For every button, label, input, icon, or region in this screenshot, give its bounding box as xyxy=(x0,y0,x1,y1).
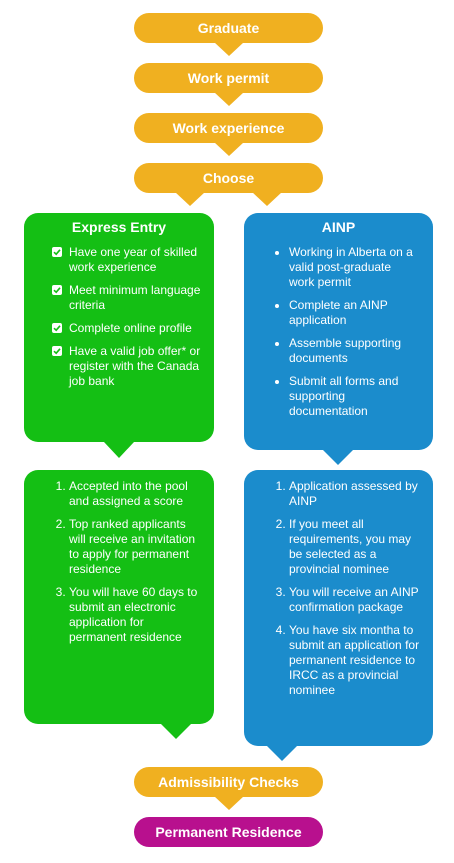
checkbox-icon xyxy=(52,346,62,356)
step-label: Work permit xyxy=(187,70,270,86)
list-item: Meet minimum language criteria xyxy=(52,283,204,313)
ainp-process-arrow xyxy=(267,746,297,761)
list-item: Working in Alberta on a valid post-gradu… xyxy=(289,245,419,290)
checkbox-icon xyxy=(52,247,62,257)
requirement-text: Meet minimum language criteria xyxy=(69,283,201,312)
express-entry-process-list: Accepted into the pool and assigned a sc… xyxy=(24,479,214,645)
list-item: Assemble supporting documents xyxy=(289,336,419,366)
ainp-requirements-box: AINP Working in Alberta on a valid post-… xyxy=(244,213,433,450)
flow-arrow xyxy=(214,142,244,156)
list-item: Have one year of skilled work experience xyxy=(52,245,204,275)
step-admissibility-checks: Admissibility Checks xyxy=(134,767,323,797)
checkbox-icon xyxy=(52,323,62,333)
flow-arrow xyxy=(214,42,244,56)
express-entry-process-box: Accepted into the pool and assigned a sc… xyxy=(24,470,214,724)
step-work-permit: Work permit xyxy=(134,63,323,93)
flow-arrow xyxy=(214,92,244,106)
ainp-process-list: Application assessed by AINP If you meet… xyxy=(244,479,433,698)
step-work-experience: Work experience xyxy=(134,113,323,143)
express-entry-requirements-list: Have one year of skilled work experience… xyxy=(24,245,214,389)
step-label: Admissibility Checks xyxy=(158,774,299,790)
step-label: Graduate xyxy=(197,20,260,36)
ainp-arrow xyxy=(323,450,353,465)
list-item: If you meet all requirements, you may be… xyxy=(289,517,421,577)
step-label: Work experience xyxy=(172,120,285,136)
ainp-title: AINP xyxy=(321,219,356,235)
list-item: Complete online profile xyxy=(52,321,204,336)
requirement-text: Complete online profile xyxy=(69,321,192,335)
list-item: You will receive an AINP confirmation pa… xyxy=(289,585,421,615)
ainp-requirements-list: Working in Alberta on a valid post-gradu… xyxy=(244,245,433,419)
step-graduate: Graduate xyxy=(134,13,323,43)
express-entry-requirements-box: Express Entry Have one year of skilled w… xyxy=(24,213,214,442)
flow-arrow xyxy=(214,796,244,810)
list-item: You have six montha to submit an applica… xyxy=(289,623,421,698)
list-item: Application assessed by AINP xyxy=(289,479,421,509)
express-entry-title: Express Entry xyxy=(71,219,167,235)
step-choose: Choose xyxy=(134,163,323,193)
checkbox-icon xyxy=(52,285,62,295)
step-label: Permanent Residence xyxy=(155,824,302,840)
list-item: You will have 60 days to submit an elect… xyxy=(69,585,202,645)
step-permanent-residence: Permanent Residence xyxy=(134,817,323,847)
requirement-text: Have a valid job offer* or register with… xyxy=(69,344,201,388)
express-entry-arrow xyxy=(104,442,134,458)
list-item: Submit all forms and supporting document… xyxy=(289,374,419,419)
flow-arrow-right xyxy=(252,192,282,206)
list-item: Complete an AINP application xyxy=(289,298,419,328)
flow-arrow-left xyxy=(175,192,205,206)
ainp-process-box: Application assessed by AINP If you meet… xyxy=(244,470,433,746)
express-entry-process-arrow xyxy=(161,724,191,739)
list-item: Top ranked applicants will receive an in… xyxy=(69,517,202,577)
list-item: Accepted into the pool and assigned a sc… xyxy=(69,479,202,509)
list-item: Have a valid job offer* or register with… xyxy=(52,344,204,389)
step-label: Choose xyxy=(202,170,255,186)
requirement-text: Have one year of skilled work experience xyxy=(69,245,198,274)
